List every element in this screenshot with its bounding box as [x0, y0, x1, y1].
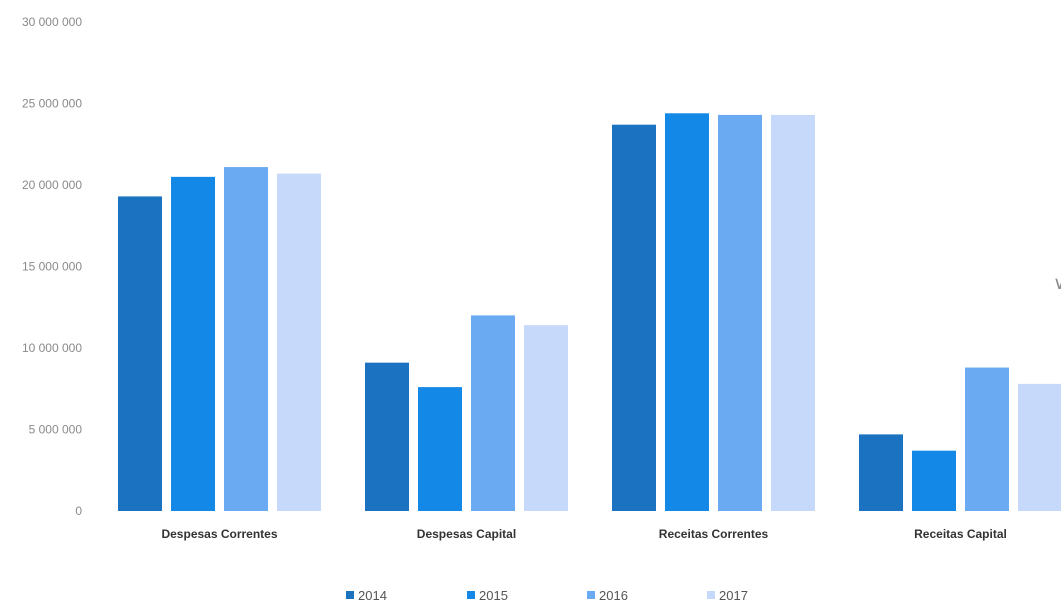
bar-2016-0 — [224, 167, 268, 511]
y-tick-label: 15 000 000 — [22, 260, 82, 274]
bar-2017-3 — [1018, 383, 1061, 511]
y-axis: 0 5 000 000 10 000 000 15 000 000 20 000 000… — [22, 15, 82, 518]
legend-label: 2016 — [599, 588, 628, 603]
bar-2015-2 — [665, 113, 709, 511]
y-tick-label: 25 000 000 — [22, 97, 82, 111]
bar-2015-1 — [418, 387, 462, 511]
legend-item: 2017 — [707, 588, 748, 603]
legend-item: 2016 — [587, 588, 628, 603]
legend-swatch — [346, 591, 354, 599]
legend-label: 2014 — [358, 588, 387, 603]
bar-2015-3 — [912, 450, 956, 511]
y-tick-label: 5 000 000 — [29, 423, 83, 437]
bar-2014-2 — [612, 124, 656, 511]
x-tick-label: Receitas Capital — [914, 527, 1007, 541]
legend-label: 2017 — [719, 588, 748, 603]
bar-2016-2 — [718, 114, 762, 511]
bar-2017-1 — [524, 325, 568, 511]
y-tick-label: 10 000 000 — [22, 341, 82, 355]
bar-2014-0 — [118, 196, 162, 511]
bar-2014-1 — [365, 362, 409, 511]
partial-glyph: ∨ — [1053, 273, 1061, 293]
y-tick-label: 0 — [75, 504, 82, 518]
legend-swatch — [467, 591, 475, 599]
legend-swatch — [707, 591, 715, 599]
legend-label: 2015 — [479, 588, 508, 603]
bar-2017-2 — [771, 114, 815, 511]
y-tick-label: 30 000 000 — [22, 15, 82, 29]
legend-item: 2015 — [467, 588, 508, 603]
legend-swatch — [587, 591, 595, 599]
y-tick-label: 20 000 000 — [22, 178, 82, 192]
x-axis: Despesas Correntes Despesas Capital Receit… — [161, 527, 1006, 541]
bar-2016-3 — [965, 367, 1009, 511]
legend-item: 2014 — [346, 588, 387, 603]
bar-2015-0 — [171, 176, 215, 511]
bar-group — [612, 113, 815, 511]
bar-2014-3 — [859, 434, 903, 511]
bar-group — [365, 315, 568, 511]
legend: 2014 2015 2016 2017 — [346, 588, 748, 603]
bars-group — [118, 113, 1061, 511]
x-tick-label: Receitas Correntes — [659, 527, 769, 541]
bar-group — [118, 167, 321, 511]
x-tick-label: Despesas Capital — [417, 527, 516, 541]
bar-2016-1 — [471, 315, 515, 511]
x-tick-label: Despesas Correntes — [161, 527, 277, 541]
bar-group — [859, 367, 1061, 511]
bar-2017-0 — [277, 173, 321, 511]
